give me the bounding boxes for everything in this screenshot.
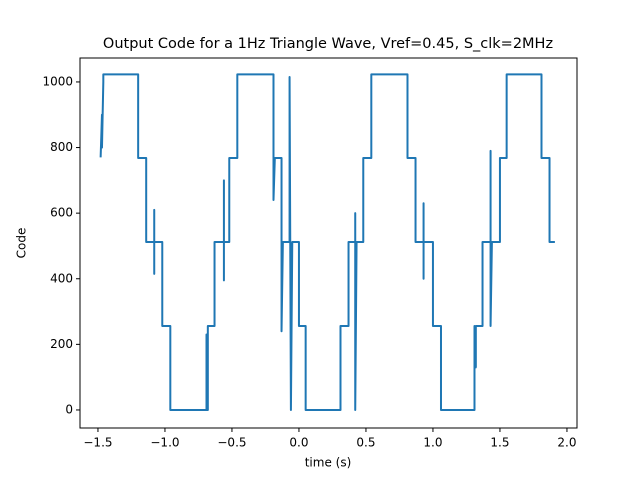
y-tick-label: 600 <box>50 206 73 220</box>
chart-title: Output Code for a 1Hz Triangle Wave, Vre… <box>103 36 553 52</box>
x-tick-label: −1.5 <box>83 436 112 450</box>
y-tick-label: 1000 <box>42 74 73 88</box>
x-tick-label: 0.5 <box>356 436 375 450</box>
x-tick-label: 0.0 <box>289 436 308 450</box>
x-tick-label: −0.5 <box>217 436 246 450</box>
x-tick-label: 1.5 <box>490 436 509 450</box>
data-line <box>99 73 555 411</box>
y-tick-label: 0 <box>65 402 73 416</box>
y-tick-label: 200 <box>50 337 73 351</box>
x-tick-label: 1.0 <box>423 436 442 450</box>
x-tick-label: 2.0 <box>557 436 576 450</box>
y-tick-label: 800 <box>50 140 73 154</box>
x-tick-label: −1.0 <box>150 436 179 450</box>
plot-frame <box>79 57 578 429</box>
y-axis-label: Code <box>15 228 29 259</box>
y-tick-label: 400 <box>50 271 73 285</box>
x-axis-label: time (s) <box>305 456 352 470</box>
